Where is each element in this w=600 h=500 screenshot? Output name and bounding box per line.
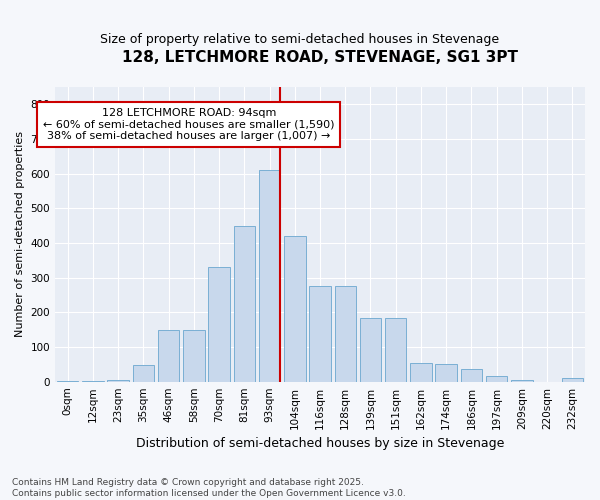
Y-axis label: Number of semi-detached properties: Number of semi-detached properties bbox=[15, 132, 25, 338]
Bar bbox=[107, 380, 129, 382]
Text: Size of property relative to semi-detached houses in Stevenage: Size of property relative to semi-detach… bbox=[100, 32, 500, 46]
Bar bbox=[562, 378, 583, 382]
Bar bbox=[259, 170, 280, 382]
Bar bbox=[385, 318, 406, 382]
Bar bbox=[335, 286, 356, 382]
Bar bbox=[82, 381, 104, 382]
Bar bbox=[233, 226, 255, 382]
Bar bbox=[360, 318, 381, 382]
X-axis label: Distribution of semi-detached houses by size in Stevenage: Distribution of semi-detached houses by … bbox=[136, 437, 504, 450]
Bar bbox=[461, 368, 482, 382]
Bar bbox=[410, 362, 431, 382]
Bar bbox=[436, 364, 457, 382]
Bar bbox=[208, 268, 230, 382]
Bar bbox=[158, 330, 179, 382]
Bar bbox=[57, 381, 79, 382]
Bar bbox=[284, 236, 305, 382]
Title: 128, LETCHMORE ROAD, STEVENAGE, SG1 3PT: 128, LETCHMORE ROAD, STEVENAGE, SG1 3PT bbox=[122, 50, 518, 65]
Bar bbox=[486, 376, 508, 382]
Text: Contains HM Land Registry data © Crown copyright and database right 2025.
Contai: Contains HM Land Registry data © Crown c… bbox=[12, 478, 406, 498]
Bar bbox=[133, 365, 154, 382]
Bar bbox=[309, 286, 331, 382]
Bar bbox=[183, 330, 205, 382]
Text: 128 LETCHMORE ROAD: 94sqm
← 60% of semi-detached houses are smaller (1,590)
38% : 128 LETCHMORE ROAD: 94sqm ← 60% of semi-… bbox=[43, 108, 335, 141]
Bar bbox=[511, 380, 533, 382]
